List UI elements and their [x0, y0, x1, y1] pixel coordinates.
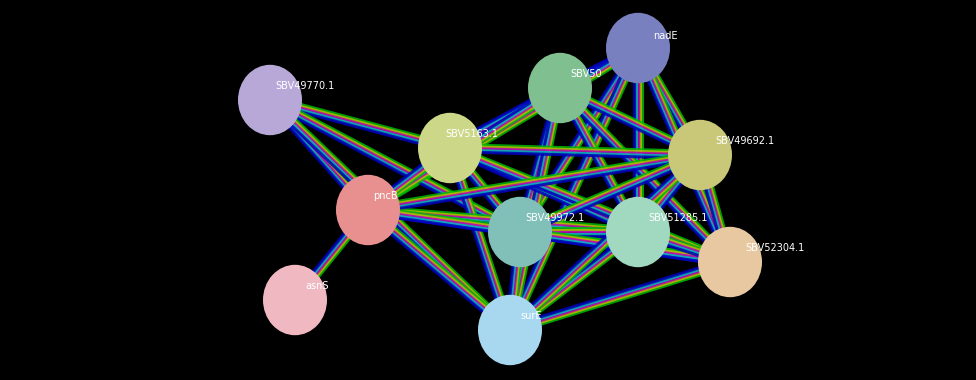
Ellipse shape [606, 13, 670, 83]
Text: nadE: nadE [653, 31, 677, 41]
Ellipse shape [238, 65, 302, 135]
Text: SBV49770.1: SBV49770.1 [275, 81, 334, 91]
Ellipse shape [263, 265, 327, 335]
Text: asnS: asnS [305, 281, 329, 291]
Text: surE: surE [520, 311, 542, 321]
Ellipse shape [418, 113, 482, 183]
Ellipse shape [478, 295, 542, 365]
Ellipse shape [528, 53, 592, 123]
Text: SBV49692.1: SBV49692.1 [715, 136, 774, 146]
Ellipse shape [606, 197, 670, 267]
Text: SBV5163.1: SBV5163.1 [445, 129, 498, 139]
Ellipse shape [698, 227, 762, 297]
Text: SBV49972.1: SBV49972.1 [525, 213, 585, 223]
Text: SBV52304.1: SBV52304.1 [745, 243, 804, 253]
Ellipse shape [336, 175, 400, 245]
Text: SBV51285.1: SBV51285.1 [648, 213, 708, 223]
Ellipse shape [488, 197, 552, 267]
Text: SBV50: SBV50 [570, 69, 601, 79]
Text: pncB: pncB [373, 191, 397, 201]
Ellipse shape [668, 120, 732, 190]
